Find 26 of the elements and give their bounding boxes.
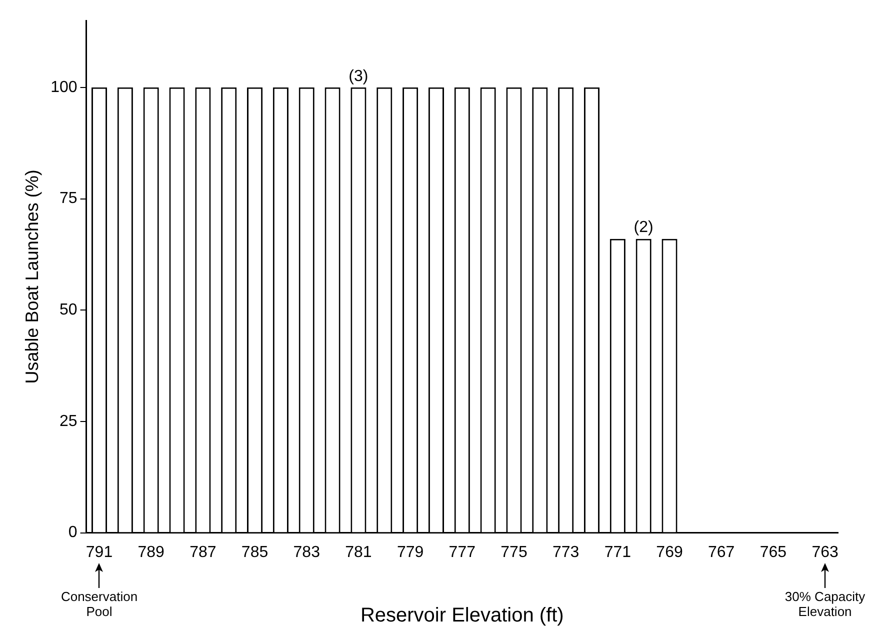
x-tick-label: 781 bbox=[345, 544, 372, 561]
y-tick-label: 0 bbox=[68, 524, 78, 542]
x-tick-label: 779 bbox=[396, 544, 424, 561]
x-tick-label: 789 bbox=[138, 544, 165, 561]
y-tick-label: 50 bbox=[60, 302, 78, 319]
x-tick-label: 791 bbox=[86, 544, 113, 561]
y-tick-label: 25 bbox=[60, 412, 78, 430]
y-tick-label: 75 bbox=[60, 190, 78, 208]
x-tick-label: 771 bbox=[604, 544, 632, 561]
x-tick-label: 787 bbox=[190, 544, 216, 561]
x-tick-label: 783 bbox=[293, 544, 320, 561]
x-tick-label: 765 bbox=[760, 544, 787, 561]
text: 30% Capacity Elevation bbox=[784, 588, 866, 619]
x-tick-label: 785 bbox=[241, 544, 268, 561]
x-tick-label: 763 bbox=[812, 544, 838, 561]
x-axis-title: Reservoir Elevation (ft) bbox=[360, 604, 564, 627]
annotation: (2) bbox=[634, 219, 654, 236]
y-axis-title: Usable Boat Launches (%) bbox=[22, 170, 42, 384]
text: Conservation Pool bbox=[60, 588, 138, 619]
x-tick-label: 767 bbox=[708, 544, 735, 561]
x-tick-label: 769 bbox=[656, 544, 683, 561]
x-tick-label: 775 bbox=[500, 544, 528, 561]
x-tick-label: 773 bbox=[552, 544, 580, 561]
y-tick-label: 100 bbox=[50, 78, 78, 96]
x-tick-label: 777 bbox=[448, 544, 476, 561]
annotation: (3) bbox=[348, 68, 368, 85]
